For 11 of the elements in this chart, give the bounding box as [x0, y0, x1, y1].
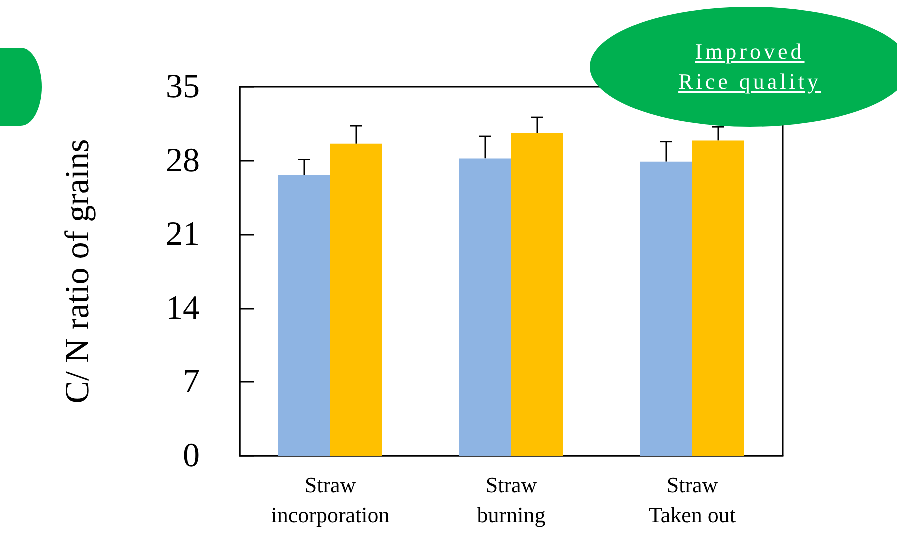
- y-tick-label: 35: [166, 68, 200, 106]
- y-tick-label: 21: [166, 216, 200, 254]
- y-tick-label: 14: [166, 290, 200, 327]
- y-tick-label: 28: [166, 142, 200, 180]
- x-tick-label: Straw burning: [477, 472, 546, 528]
- x-tick-label: Straw incorporation: [271, 472, 390, 528]
- x-tick-label: Straw Taken out: [648, 472, 736, 528]
- annotation: Improved Rice quality: [678, 38, 822, 96]
- y-axis-title: C/ N ratio of grains: [60, 139, 96, 404]
- y-tick-label: 7: [183, 364, 200, 401]
- y-tick-label: 0: [183, 438, 200, 474]
